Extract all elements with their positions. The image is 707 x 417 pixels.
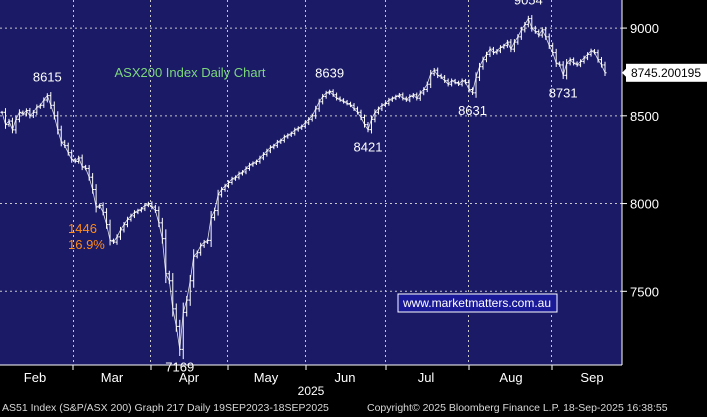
drawdown-percent-label: 16.9%: [68, 237, 105, 252]
annotation-label: 8731: [549, 85, 578, 100]
label-layer: 8615 7169 8639 8421 8631 9054 8731: [33, 0, 578, 374]
x-tick-label: Sep: [580, 370, 603, 385]
x-tick-label: May: [254, 370, 279, 385]
annotation-label: 8631: [458, 103, 487, 118]
footer-copyright: Copyright© 2025 Bloomberg Finance L.P. 1…: [367, 402, 668, 414]
annotation-label: 7169: [165, 359, 194, 374]
annotation-label: 8615: [33, 70, 62, 85]
grid-layer: 7500 8000 8500 9000 Feb Mar Apr May Jun Jul Aug Sep: [0, 0, 659, 385]
watermark-box: [397, 293, 558, 313]
last-price-box: [626, 63, 707, 82]
x-tick-label: Jun: [335, 370, 356, 385]
y-tick-label: 8000: [630, 197, 659, 212]
close-line: [1, 17, 606, 350]
y-tick-label: 7500: [630, 284, 659, 299]
drawdown-points-label: 1446: [68, 221, 97, 236]
annotation-label: 8639: [315, 65, 344, 80]
annotation-label: 9054: [514, 0, 543, 8]
annotation-label: 8421: [354, 140, 383, 155]
x-tick-label: Feb: [24, 370, 46, 385]
y-tick-label: 8500: [630, 109, 659, 124]
last-price-value: 8745.200195: [631, 66, 701, 80]
chart-title: ASX200 Index Daily Chart: [114, 65, 265, 80]
x-axis-year-label: 2025: [298, 384, 325, 398]
price-series: [0, 15, 607, 360]
last-price-marker: 8745.200195: [622, 63, 707, 82]
watermark-text: www.marketmatters.com.au: [402, 296, 551, 310]
footer-bar: AS51 Index (S&P/ASX 200) Graph 217 Daily…: [0, 400, 707, 417]
x-tick-label: Aug: [499, 370, 522, 385]
footer-source: AS51 Index (S&P/ASX 200) Graph 217 Daily…: [2, 402, 329, 414]
x-tick-label: Apr: [179, 370, 200, 385]
x-tick-label: Jul: [418, 370, 435, 385]
last-price-arrow: [622, 67, 627, 78]
y-tick-label: 9000: [630, 21, 659, 36]
x-tick-label: Mar: [101, 370, 124, 385]
